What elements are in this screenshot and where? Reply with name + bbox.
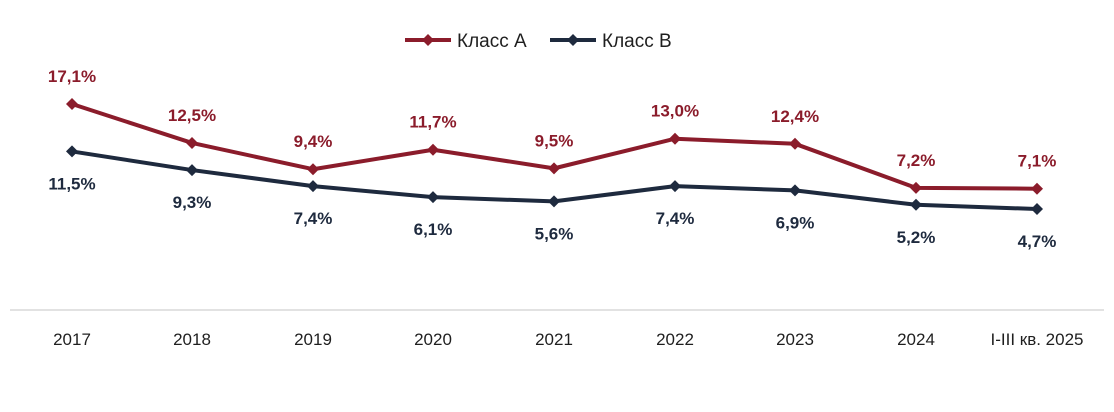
data-point [66,145,78,158]
data-point [427,143,439,156]
data-point [1031,182,1043,195]
category-label: 2023 [776,330,814,349]
data-point [789,184,801,197]
data-label: 12,4% [771,107,819,126]
data-point [66,98,78,110]
data-label: 7,2% [897,151,936,170]
data-label: 12,5% [168,106,216,125]
data-point [548,195,560,208]
data-label: 13,0% [651,102,699,121]
category-label: 2022 [656,330,694,349]
data-label: 17,1% [48,67,96,86]
data-point [186,136,198,149]
category-label: 2020 [414,330,452,349]
category-label: 2017 [53,330,91,349]
data-label: 5,6% [535,224,574,243]
data-label: 7,4% [656,209,695,228]
legend: Класс А Класс В [405,31,672,52]
data-label: 4,7% [1018,232,1057,251]
data-label: 9,5% [535,131,574,150]
data-point [307,180,319,193]
data-label: 11,7% [409,113,456,132]
data-label: 6,9% [776,213,815,232]
data-point [1031,203,1043,216]
series-layer: 17,1% 12,5% 9,4% 11,7% 9,5% 13,0% 12,4% 7,2% 7,1… [48,67,1056,251]
data-point [789,137,801,150]
data-point [307,163,319,176]
data-label: 6,1% [414,220,453,239]
category-label: 2021 [535,330,573,349]
category-label: 2024 [897,330,935,349]
series-class-a: 17,1% 12,5% 9,4% 11,7% 9,5% 13,0% 12,4% 7,2% 7,1… [48,67,1056,195]
data-label: 9,4% [294,132,333,151]
data-point [427,191,439,204]
data-point [669,180,681,193]
data-label: 5,2% [897,228,936,247]
legend-label: Класс А [457,31,527,52]
series-class-b: 11,5% 9,3% 7,4% 6,1% 5,6% 7,4% 6,9% 5,2% 4,7% [48,145,1056,251]
data-point [186,164,198,177]
legend-marker-icon [422,34,434,46]
category-labels: 2017 2018 2019 2020 2021 2022 2023 2024 I-III кв… [53,330,1083,349]
data-point [910,181,922,194]
data-point [910,198,922,211]
category-label: I-III кв. 2025 [990,330,1083,349]
category-label: 2018 [173,330,211,349]
legend-item: Класс В [550,31,672,52]
data-point [669,132,681,145]
data-label: 11,5% [48,174,95,193]
data-point [548,162,560,175]
legend-label: Класс В [602,31,672,52]
data-label: 7,4% [294,209,333,228]
data-label: 9,3% [173,193,212,212]
category-label: 2019 [294,330,332,349]
data-label: 7,1% [1018,152,1057,171]
legend-item: Класс А [405,31,527,52]
legend-marker-icon [567,34,579,46]
